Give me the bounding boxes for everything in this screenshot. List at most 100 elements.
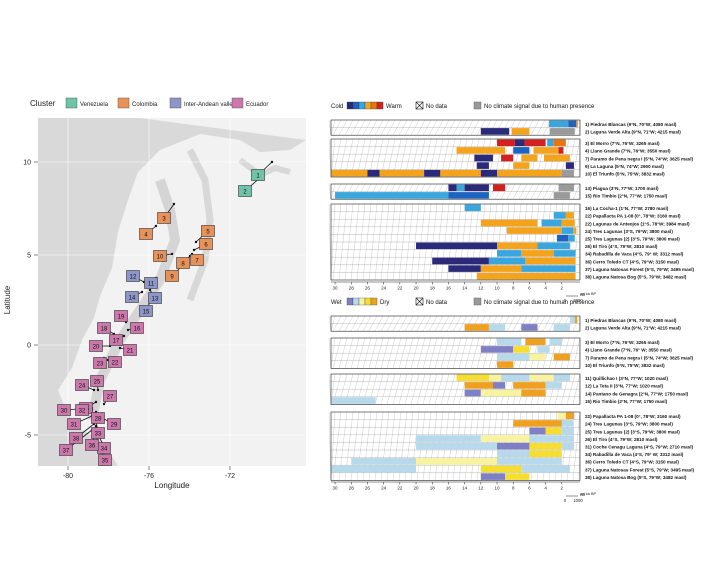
site-marker-19[interactable]: 19 [114,310,128,322]
site-marker-label: 38 [73,437,80,443]
moisture-scale-swatch [352,297,360,306]
site-marker-label: 32 [79,409,86,415]
site-marker-23[interactable]: 23 [93,357,107,369]
site-marker-box [251,169,265,181]
moisture-interval [480,465,522,473]
site-marker-label: 10 [157,255,164,261]
site-marker-17[interactable]: 17 [109,334,123,346]
site-marker-30[interactable]: 30 [57,404,71,416]
site-marker-37[interactable]: 37 [59,444,73,456]
moisture-interval [557,412,566,420]
temperature-interval [501,154,514,162]
axis-tick-label: 26 [365,286,371,291]
temperature-interval [556,234,569,242]
moisture-interval [416,458,498,465]
site-marker-3[interactable]: 3 [157,212,171,224]
site-location-1 [270,160,274,164]
site-location-25 [96,388,100,392]
site-marker-32[interactable]: 32 [75,404,89,416]
site-marker-box [139,305,153,317]
site-marker-label: 28 [95,417,102,423]
temperature-interval [506,227,562,234]
axis-tick-label: 18 [430,486,436,491]
site-marker-box [109,334,123,346]
site-marker-2[interactable]: 2 [238,185,252,197]
moisture-interval [529,450,562,458]
temperature-interval [565,212,574,219]
site-marker-15[interactable]: 15 [139,305,153,317]
temperature-interval [480,128,510,135]
temperature-site-label: 24) Tres Lagunas (3°S, 79°W; 3800 masl) [585,229,673,234]
site-marker-29[interactable]: 29 [107,418,121,430]
site-marker-10[interactable]: 10 [153,250,167,262]
temperature-interval [497,250,522,257]
site-marker-5[interactable]: 5 [201,225,215,237]
site-marker-36[interactable]: 36 [85,439,99,451]
temperature-interval [521,250,554,257]
site-marker-label: 31 [71,423,78,429]
site-marker-24[interactable]: 24 [75,379,89,391]
temperature-interval [568,234,575,242]
site-marker-label: 29 [111,423,118,429]
site-marker-38[interactable]: 38 [69,432,83,444]
temperature-interval [488,257,526,265]
site-marker-33[interactable]: 33 [91,427,105,439]
site-marker-22[interactable]: 22 [108,356,122,368]
site-marker-28[interactable]: 28 [91,412,105,424]
site-marker-25[interactable]: 25 [90,375,104,387]
hatch-line [328,203,332,281]
site-marker-27[interactable]: 27 [103,390,117,402]
y-axis-label: Latitude [3,285,12,314]
moisture-interval [529,427,546,435]
temperature-interval [533,147,559,154]
site-marker-box [89,340,103,352]
moisture-site-label: 24) Tres Lagunas (3°S, 79°W; 3800 masl) [585,422,673,427]
site-marker-12[interactable]: 12 [126,270,140,282]
temperature-site-label: 10) El Triunfo (5°N, 75°W; 3832 masl) [585,172,665,177]
site-marker-label: 4 [144,233,148,239]
temperature-interval [561,227,574,234]
site-marker-7[interactable]: 7 [190,254,204,266]
site-marker-1[interactable]: 1 [251,169,265,181]
site-marker-4[interactable]: 4 [139,228,153,240]
site-marker-31[interactable]: 31 [67,418,81,430]
moisture-interval [464,324,489,331]
temperature-site-label: 3) El Morro (7°N, 76°W; 3265 masl) [585,141,660,146]
axis-tick-label: 22 [397,286,403,291]
site-marker-box [91,427,105,439]
site-marker-11[interactable]: 11 [144,277,158,289]
site-marker-label: 37 [63,449,70,455]
site-marker-box [93,357,107,369]
temperature-scale-swatch [352,101,360,110]
site-marker-13[interactable]: 13 [148,292,162,304]
site-marker-9[interactable]: 9 [165,270,179,282]
site-marker-14[interactable]: 14 [125,291,139,303]
site-marker-box [238,185,252,197]
site-marker-21[interactable]: 21 [123,344,137,356]
site-marker-20[interactable]: 20 [89,340,103,352]
site-marker-label: 23 [97,362,104,368]
site-marker-18[interactable]: 18 [97,322,111,334]
moisture-site-label: 11) Quillichao I (3°N, 77°W; 1020 masl) [585,376,668,381]
site-marker-label: 15 [143,310,150,316]
cluster-swatch-inter-andean-valleys [169,97,182,109]
moisture-scale-swatch [370,297,378,306]
site-marker-16[interactable]: 16 [130,322,144,334]
map-panel: Cluster Venezuela Colombia Inter-Andean va… [3,97,306,490]
site-marker-35[interactable]: 35 [98,454,112,466]
temperature-interval [548,120,569,128]
site-marker-8[interactable]: 8 [176,257,190,269]
temperature-human-label: No climate signal due to human presence [484,104,595,110]
moisture-interval [529,435,574,442]
moisture-site-label: 25) Tres Lagunas (2) (3°S, 79°W; 3800 ma… [585,429,680,434]
temperature-interval [558,147,564,154]
site-marker-6[interactable]: 6 [199,238,213,250]
y-tick-label: -5 [25,433,31,440]
site-marker-34[interactable]: 34 [97,442,111,454]
site-location-16 [126,328,130,332]
moisture-site-label: 38) Laguna Natosa Bog (5°S, 79°W; 3482 m… [585,475,687,480]
moisture-panel: Wet Dry No data No climate signal due to hu… [328,297,694,503]
cross-icon [415,101,424,110]
moisture-interval [416,442,498,450]
temperature-interval [448,265,481,272]
